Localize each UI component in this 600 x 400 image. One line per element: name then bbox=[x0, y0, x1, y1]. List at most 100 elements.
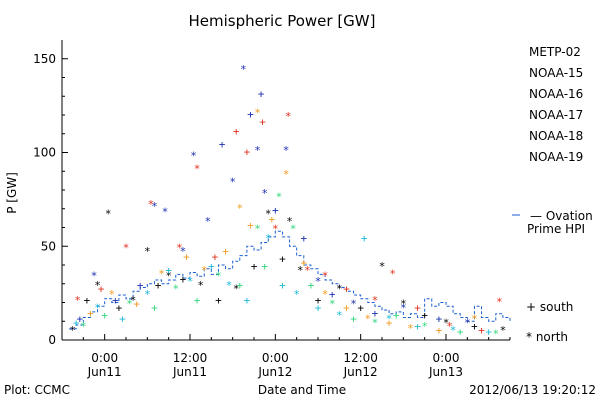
data-point-noaa-15-0: + bbox=[76, 313, 83, 326]
data-point-metp-02-7: + bbox=[155, 279, 162, 292]
data-point-noaa-15-10: * bbox=[229, 176, 236, 189]
data-point-noaa-19-8: + bbox=[244, 146, 251, 159]
data-point-metp-02-19: * bbox=[336, 283, 343, 296]
data-point-noaa-17-0: * bbox=[80, 320, 87, 333]
data-point-noaa-16-18: + bbox=[485, 326, 492, 339]
data-point-metp-02-2: * bbox=[94, 279, 101, 292]
data-point-noaa-15-6: * bbox=[180, 245, 187, 258]
legend-noaa-17: NOAA-17 bbox=[529, 108, 583, 122]
x-tick-date: Jun11 bbox=[87, 365, 122, 379]
x-tick-date: Jun13 bbox=[428, 365, 463, 379]
data-point-noaa-15-24: + bbox=[436, 313, 443, 326]
data-point-noaa-17-3: + bbox=[151, 301, 158, 314]
data-point-noaa-18-19: * bbox=[471, 313, 478, 326]
legend-noaa-18: NOAA-18 bbox=[529, 129, 583, 143]
data-point-metp-02-8: * bbox=[165, 269, 172, 282]
data-point-noaa-17-19: * bbox=[492, 328, 499, 341]
y-tick-label: 0 bbox=[48, 333, 56, 347]
axes: 0501001500:00Jun1112:00Jun110:00Jun1212:… bbox=[33, 40, 511, 379]
data-point-noaa-16-12: + bbox=[315, 301, 322, 314]
x-tick-time: 0:00 bbox=[433, 351, 460, 365]
data-point-noaa-15-16: + bbox=[272, 204, 279, 217]
data-point-noaa-15-8: * bbox=[204, 215, 211, 228]
x-tick-time: 0:00 bbox=[262, 351, 289, 365]
data-point-noaa-19-6: + bbox=[212, 251, 219, 264]
data-point-noaa-19-3: * bbox=[148, 198, 155, 211]
data-point-noaa-19-14: + bbox=[343, 283, 350, 296]
data-point-noaa-19-9: + bbox=[259, 116, 266, 129]
data-point-metp-02-15: + bbox=[279, 253, 286, 266]
data-point-noaa-15-2: + bbox=[112, 294, 119, 307]
data-point-noaa-17-7: + bbox=[236, 279, 243, 292]
data-point-metp-02-3: * bbox=[105, 208, 112, 221]
data-point-noaa-16-9: * bbox=[265, 232, 272, 245]
x-tick-time: 12:00 bbox=[173, 351, 208, 365]
data-point-noaa-15-21: * bbox=[350, 298, 357, 311]
data-point-noaa-15-17: * bbox=[283, 144, 290, 157]
data-point-noaa-18-16: + bbox=[386, 316, 393, 329]
data-point-metp-02-26: * bbox=[500, 324, 507, 337]
data-point-noaa-15-13: * bbox=[254, 144, 261, 157]
data-point-metp-02-16: * bbox=[286, 215, 293, 228]
data-point-metp-02-1: + bbox=[84, 294, 91, 307]
data-point-metp-02-24: * bbox=[443, 316, 450, 329]
data-point-noaa-19-2: * bbox=[123, 241, 130, 254]
data-point-noaa-19-4: * bbox=[176, 241, 183, 254]
legend-noaa-15: NOAA-15 bbox=[529, 66, 583, 80]
data-point-noaa-16-6: + bbox=[208, 260, 215, 273]
data-point-noaa-17-16: + bbox=[393, 309, 400, 322]
legend-ovation-line2: Prime HPI bbox=[527, 222, 585, 236]
data-point-noaa-16-3: * bbox=[144, 288, 151, 301]
data-point-noaa-15-22: + bbox=[372, 307, 379, 320]
data-point-noaa-19-17: + bbox=[414, 301, 421, 314]
legend-noaa-16: NOAA-16 bbox=[529, 87, 583, 101]
data-point-noaa-17-6: * bbox=[215, 269, 222, 282]
data-point-noaa-15-1: * bbox=[91, 269, 98, 282]
data-point-noaa-18-18: + bbox=[436, 324, 443, 337]
data-point-noaa-18-0: + bbox=[87, 307, 94, 320]
data-point-noaa-18-10: + bbox=[268, 213, 275, 226]
plot-timestamp: 2012/06/13 19:20:12 bbox=[469, 383, 596, 397]
data-point-metp-02-12: * bbox=[233, 283, 240, 296]
data-point-noaa-17-8: * bbox=[254, 223, 261, 236]
plot-credit: Plot: CCMC bbox=[4, 383, 70, 397]
data-point-noaa-17-14: + bbox=[350, 313, 357, 326]
y-tick-label: 50 bbox=[41, 239, 56, 253]
data-point-noaa-18-8: + bbox=[247, 219, 254, 232]
data-point-noaa-19-1: + bbox=[98, 283, 105, 296]
data-point-noaa-15-12: + bbox=[247, 108, 254, 121]
legend: METP-02 NOAA-15 NOAA-16 NOAA-17 NOAA-18 NOAA-… bbox=[512, 45, 593, 236]
data-point-noaa-18-1: * bbox=[108, 288, 115, 301]
data-point-noaa-17-4: * bbox=[172, 283, 179, 296]
data-point-noaa-19-18: * bbox=[446, 320, 453, 333]
data-point-noaa-16-7: * bbox=[226, 279, 233, 292]
data-point-noaa-18-14: + bbox=[343, 301, 350, 314]
data-point-noaa-16-4: + bbox=[165, 264, 172, 277]
data-point-noaa-15-4: * bbox=[151, 200, 158, 213]
marker-legend-south: + south bbox=[526, 300, 573, 314]
data-point-metp-02-13: + bbox=[251, 260, 258, 273]
data-point-noaa-16-10: + bbox=[279, 279, 286, 292]
data-point-noaa-16-15: * bbox=[386, 313, 393, 326]
data-point-noaa-19-0: * bbox=[74, 294, 81, 307]
data-point-noaa-19-10: * bbox=[272, 223, 279, 236]
data-point-noaa-18-11: * bbox=[283, 168, 290, 181]
data-point-noaa-17-2: * bbox=[126, 298, 133, 311]
data-point-metp-02-11: + bbox=[215, 294, 222, 307]
data-point-noaa-19-20: * bbox=[496, 296, 503, 309]
data-point-noaa-19-16: * bbox=[389, 268, 396, 281]
data-point-noaa-18-4: + bbox=[183, 251, 190, 264]
data-point-metp-02-9: + bbox=[180, 273, 187, 286]
data-point-metp-02-22: * bbox=[400, 298, 407, 311]
data-point-noaa-17-11: * bbox=[290, 223, 297, 236]
data-point-noaa-17-13: * bbox=[329, 298, 336, 311]
x-tick-date: Jun11 bbox=[172, 365, 207, 379]
data-point-metp-02-6: * bbox=[144, 245, 151, 258]
data-point-noaa-16-5: * bbox=[187, 275, 194, 288]
data-point-noaa-15-7: * bbox=[190, 149, 197, 162]
data-point-noaa-16-0: + bbox=[73, 316, 80, 329]
legend-metp-02: METP-02 bbox=[529, 45, 581, 59]
data-point-noaa-19-12: * bbox=[304, 264, 311, 277]
data-point-noaa-18-3: * bbox=[158, 268, 165, 281]
